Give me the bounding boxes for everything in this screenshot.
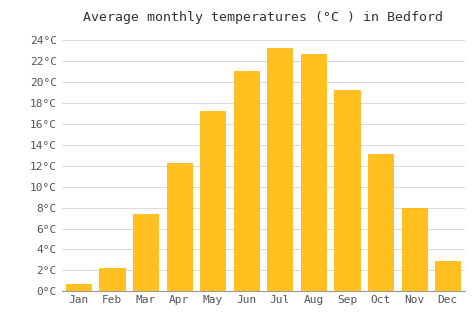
- Bar: [234, 71, 259, 291]
- Bar: [100, 268, 125, 291]
- Bar: [401, 208, 427, 291]
- Bar: [301, 54, 326, 291]
- Bar: [368, 154, 393, 291]
- Bar: [335, 90, 360, 291]
- Bar: [267, 48, 292, 291]
- Title: Average monthly temperatures (°C ) in Bedford: Average monthly temperatures (°C ) in Be…: [83, 12, 443, 24]
- Bar: [66, 284, 91, 291]
- Bar: [435, 261, 460, 291]
- Bar: [133, 214, 158, 291]
- Bar: [200, 111, 225, 291]
- Bar: [166, 163, 191, 291]
